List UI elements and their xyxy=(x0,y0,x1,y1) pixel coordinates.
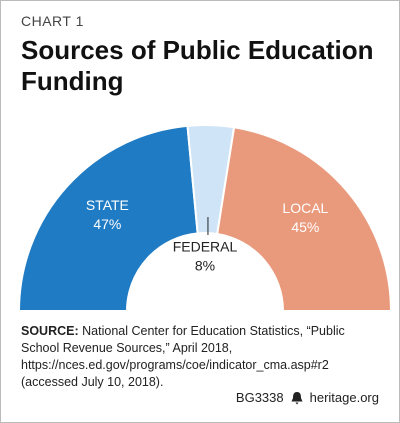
source-label: SOURCE: xyxy=(21,324,79,338)
bell-icon xyxy=(291,391,303,404)
slice xyxy=(17,124,199,312)
slice-label: STATE xyxy=(86,197,129,213)
slice xyxy=(216,126,393,312)
footer: BG3338 heritage.org xyxy=(236,390,379,405)
report-code: BG3338 xyxy=(235,390,284,405)
source-text: National Center for Education Statistics… xyxy=(21,324,345,389)
value-label: 8% xyxy=(195,258,215,274)
site: heritage.org xyxy=(309,390,379,405)
slice-label: LOCAL xyxy=(282,200,328,216)
slice-label: FEDERAL xyxy=(173,239,238,255)
value-label: 47% xyxy=(93,216,121,232)
source: SOURCE: National Center for Education St… xyxy=(21,323,386,391)
kicker: CHART 1 xyxy=(21,13,84,29)
value-label: 45% xyxy=(291,219,319,235)
chart-title: Sources of Public Education Funding xyxy=(21,35,374,96)
